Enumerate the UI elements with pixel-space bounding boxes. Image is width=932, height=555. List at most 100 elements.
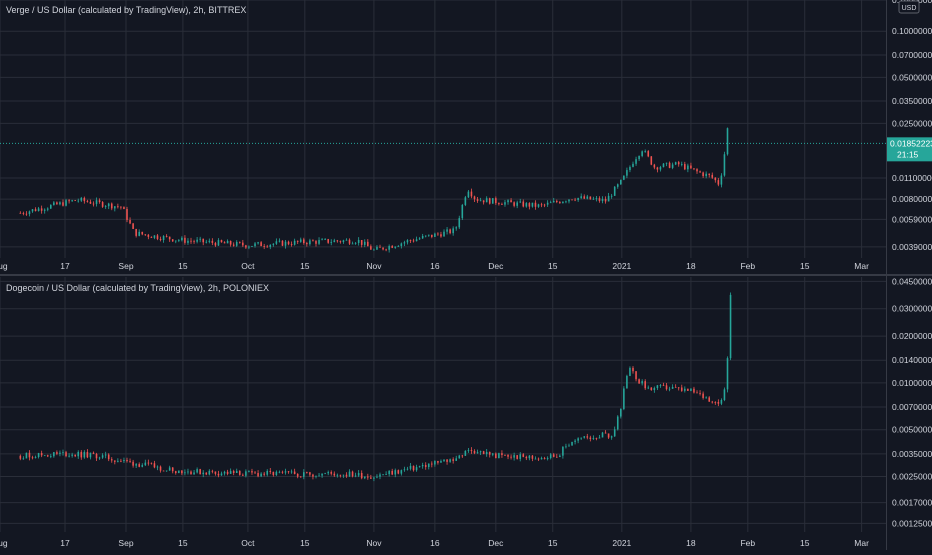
candle-body [382,474,384,476]
candle-body [540,458,543,460]
candle-body [461,455,464,457]
candle-body [126,460,128,462]
candle-body [312,240,314,242]
candle-body [574,199,576,201]
time-tick-label: Sep [118,261,133,271]
candle-body [360,472,363,479]
candle-body [680,387,683,391]
candle-body [242,242,244,246]
candle-body [723,154,726,176]
candle-body [342,240,345,243]
time-tick-label: 15 [548,538,558,548]
candle-body [479,451,482,453]
candle-body [549,454,552,459]
candle-body [687,388,689,391]
candle-body [83,197,86,202]
currency-button[interactable]: USD [898,0,920,14]
time-tick-label: Sep [118,538,133,548]
candle-body [303,239,305,244]
candle-body [491,453,494,455]
candle-body [644,151,646,152]
candle-body [165,470,168,472]
candle-body [726,128,729,155]
candle-body [507,455,509,457]
candle-body [559,202,561,204]
time-tick-label: 15 [300,538,310,548]
candle-body [687,165,689,170]
candle-body [367,476,369,478]
time-tick-label: Nov [366,261,382,271]
candle-body [571,199,573,201]
candle-body [531,202,534,207]
candle-body [671,386,674,389]
candle-body [22,212,25,214]
candle-body [479,200,482,202]
candle-body [635,371,637,380]
candle-body [333,473,336,476]
candle-body [513,455,515,458]
time-tick-label: Dec [488,538,504,548]
candle-body [110,459,113,461]
last-price-box [887,137,932,162]
candle-body [613,186,616,196]
candle-body [303,472,305,477]
candle-body [147,462,150,464]
candle-body [56,452,58,454]
candle-body [498,203,500,205]
candle-body [89,201,92,204]
candle-body [458,218,461,228]
candle-body [269,470,272,472]
candle-body [531,455,534,459]
candle-body [632,367,634,372]
candle-body [677,387,680,389]
candle-body [690,165,692,169]
candle-body [607,195,610,202]
candle-body [80,451,83,458]
candle-body [620,179,622,185]
candle-body [449,229,451,234]
candle-body [388,246,390,250]
candle-body [315,241,317,244]
candle-body [595,198,598,199]
candle-body [586,436,589,438]
candle-body [522,201,525,207]
candle-body [580,196,582,198]
candle-body [306,472,308,473]
candle-body [263,473,265,475]
candle-body [394,470,397,475]
candle-body [162,236,165,240]
candle-body [281,471,284,473]
candle-body [650,156,653,165]
candle-body [409,240,412,242]
candle-body [412,240,415,242]
pane-1-title: Verge / US Dollar (calculated by Trading… [6,5,246,15]
time-tick-label: Oct [241,538,255,548]
candle-body [516,455,518,459]
candle-body [699,171,701,173]
candle-body [495,198,497,204]
candle-body [674,162,677,165]
candle-body [501,453,503,456]
candle-body [385,474,387,475]
candle-body [354,475,357,477]
candle-body [171,467,174,472]
candle-body [504,202,506,205]
time-tick-label: Nov [366,538,382,548]
time-tick-label: 18 [686,261,696,271]
candle-body [196,469,198,473]
candle-body [577,197,579,201]
candle-body [242,474,244,476]
candle-body [400,243,403,247]
candle-body [504,455,506,456]
candle-body [519,454,522,459]
candle-body [248,246,250,248]
candle-body [491,198,494,204]
candle-body [290,471,293,473]
candle-body [537,204,540,207]
